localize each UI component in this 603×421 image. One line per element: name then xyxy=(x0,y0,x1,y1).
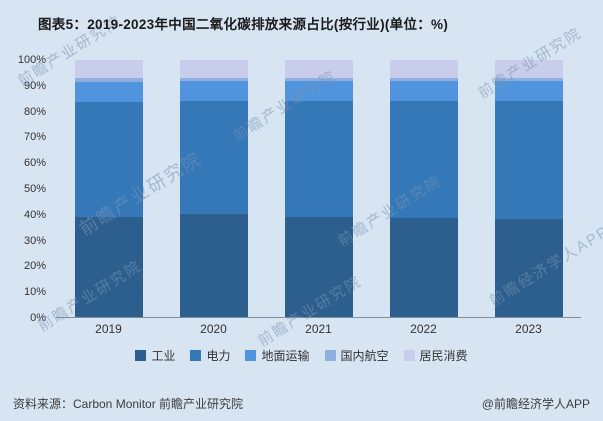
bar-segment-国内航空 xyxy=(74,78,143,82)
bar-segment-居民消费 xyxy=(74,60,143,79)
bar-segment-地面运输 xyxy=(74,81,143,103)
stacked-bar-2022 xyxy=(389,60,458,317)
legend-item-电力: 电力 xyxy=(190,347,230,364)
stacked-bar-2019 xyxy=(74,60,143,317)
legend-swatch xyxy=(403,350,415,361)
legend-swatch xyxy=(135,350,147,361)
bar-segment-工业 xyxy=(179,214,248,317)
bar-segment-国内航空 xyxy=(389,78,458,81)
legend-swatch xyxy=(190,350,202,361)
bar-segment-地面运输 xyxy=(494,80,563,102)
y-axis: 0% 10% 20% 30% 40% 50% 60% 70% 80% 90% 100% xyxy=(8,54,52,324)
legend-label: 国内航空 xyxy=(340,349,389,363)
stacked-bar-2021 xyxy=(284,60,353,317)
x-tick-label: 2022 xyxy=(410,322,437,336)
bar-segment-电力 xyxy=(494,101,563,220)
footer: 资料来源：Carbon Monitor 前瞻产业研究院 @前瞻经济学人APP xyxy=(13,395,590,412)
bar-segment-工业 xyxy=(494,219,563,317)
x-tick-label: 2021 xyxy=(305,322,332,336)
bar-segment-地面运输 xyxy=(179,80,248,102)
legend-label: 工业 xyxy=(151,349,176,363)
y-tick-label: 50% xyxy=(23,183,46,195)
bar-segment-工业 xyxy=(74,216,143,317)
chart-title: 图表5：2019-2023年中国二氧化碳排放来源占比(按行业)(单位：%) xyxy=(38,17,449,32)
bar-segment-居民消费 xyxy=(494,60,563,79)
bar-segment-居民消费 xyxy=(179,60,248,79)
plot-area xyxy=(56,60,581,318)
bar-segment-国内航空 xyxy=(179,78,248,81)
legend-item-工业: 工业 xyxy=(135,347,175,364)
y-tick-label: 80% xyxy=(23,105,46,118)
bar-segment-居民消费 xyxy=(284,60,353,79)
legend-label: 居民消费 xyxy=(419,349,468,363)
y-tick-label: 20% xyxy=(23,260,46,273)
y-tick-label: 40% xyxy=(23,208,46,221)
bar-segment-电力 xyxy=(74,102,143,217)
y-tick-label: 70% xyxy=(23,131,46,144)
y-tick-label: 90% xyxy=(23,79,46,92)
legend-item-居民消费: 居民消费 xyxy=(403,347,468,364)
source-text: 资料来源：Carbon Monitor 前瞻产业研究院 xyxy=(13,397,244,411)
bar-segment-地面运输 xyxy=(284,80,353,102)
legend-label: 地面运输 xyxy=(261,349,310,363)
bar-segment-居民消费 xyxy=(389,60,458,79)
stacked-bar-2020 xyxy=(179,60,248,317)
x-tick-label: 2023 xyxy=(515,322,542,336)
bar-segment-工业 xyxy=(284,216,353,317)
x-tick-label: 2019 xyxy=(95,322,122,336)
y-tick-label: 100% xyxy=(17,54,46,66)
legend-item-地面运输: 地面运输 xyxy=(245,347,310,364)
chart-area: 0% 10% 20% 30% 40% 50% 60% 70% 80% 90% 100% xyxy=(8,54,595,324)
bar-segment-国内航空 xyxy=(494,78,563,81)
y-tick-label: 0% xyxy=(30,312,46,324)
y-tick-label: 60% xyxy=(23,157,46,170)
legend-swatch xyxy=(324,350,336,361)
stacked-bar-2023 xyxy=(494,60,563,317)
y-tick-label: 30% xyxy=(23,234,46,247)
x-tick-label: 2020 xyxy=(200,322,227,336)
bar-segment-工业 xyxy=(389,218,458,317)
bar-segment-地面运输 xyxy=(389,80,458,102)
legend: 工业 电力 地面运输 国内航空 居民消费 xyxy=(0,347,603,364)
bar-segment-电力 xyxy=(389,101,458,219)
bar-segment-国内航空 xyxy=(284,78,353,81)
y-tick-label: 10% xyxy=(23,286,46,299)
bar-segment-电力 xyxy=(179,101,248,215)
legend-swatch xyxy=(245,350,257,361)
legend-label: 电力 xyxy=(206,349,231,363)
bar-segment-电力 xyxy=(284,101,353,217)
x-axis: 2019 2020 2021 2022 2023 xyxy=(56,322,581,336)
app-credit: @前瞻经济学人APP xyxy=(481,397,590,411)
legend-item-国内航空: 国内航空 xyxy=(324,347,389,364)
